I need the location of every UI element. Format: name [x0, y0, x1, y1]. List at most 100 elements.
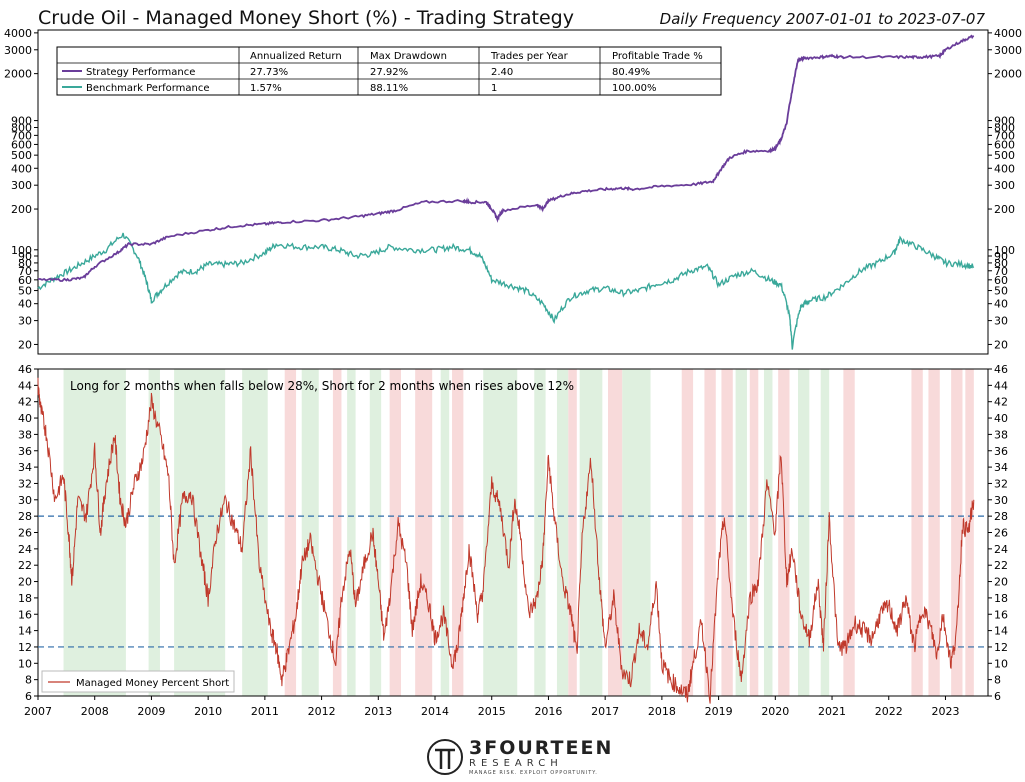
- performance-y-tick-label: 50: [994, 285, 1008, 298]
- short-y-tick-label: 18: [994, 592, 1008, 605]
- performance-y-tick-label: 800: [994, 122, 1015, 135]
- performance-y-tick-label: 80: [994, 257, 1008, 270]
- long-signal-band: [369, 369, 382, 696]
- short-y-tick-label: 40: [994, 412, 1008, 425]
- short-y-tick-label: 20: [18, 576, 32, 589]
- short-y-tick-label: 30: [18, 494, 32, 507]
- performance-y-tick-label: 800: [11, 122, 32, 135]
- short-y-tick-label: 14: [994, 625, 1008, 638]
- short-y-tick-label: 14: [18, 625, 32, 638]
- logo-tagline: MANAGE RISK. EXPLOIT OPPORTUNITY.: [469, 770, 598, 776]
- short-signal-band: [843, 369, 855, 696]
- benchmark-trades-per-year: 1: [491, 83, 497, 94]
- strategy-performance-line: [37, 34, 975, 282]
- short-y-tick-label: 34: [18, 461, 32, 474]
- short-y-tick-label: 8: [25, 674, 32, 687]
- year-tick-label: 2009: [137, 705, 165, 718]
- year-tick-label: 2023: [931, 705, 959, 718]
- short-y-tick-label: 24: [18, 543, 32, 556]
- long-signal-band: [148, 369, 160, 696]
- performance-series: [37, 34, 975, 350]
- short-y-tick-label: 38: [18, 428, 32, 441]
- year-tick-label: 2013: [364, 705, 392, 718]
- short-y-tick-label: 22: [18, 559, 32, 572]
- short-y-tick-label: 16: [994, 608, 1008, 621]
- performance-y-tick-label: 900: [11, 115, 32, 128]
- long-signal-band: [440, 369, 450, 696]
- performance-y-tick-label: 2000: [994, 68, 1022, 81]
- long-signal-band: [301, 369, 319, 696]
- short-y-tick-label: 18: [18, 592, 32, 605]
- performance-y-tick-label: 20: [994, 338, 1008, 351]
- long-signal-band: [347, 369, 356, 696]
- signal-bands: [63, 369, 974, 696]
- short-legend-box: [41, 670, 235, 693]
- year-tick-label: 2014: [421, 705, 449, 718]
- year-tick-label: 2011: [251, 705, 279, 718]
- short-signal-band: [681, 369, 694, 696]
- short-signal-band: [911, 369, 923, 696]
- performance-y-tick-label: 70: [994, 265, 1008, 278]
- performance-y-tick-label: 500: [994, 149, 1015, 162]
- performance-y-tick-label: 400: [994, 162, 1015, 175]
- year-tick-label: 2008: [81, 705, 109, 718]
- table-header-profitable: Profitable Trade %: [612, 51, 703, 62]
- short-y-tick-label: 46: [18, 363, 32, 376]
- benchmark-max-drawdown: 88.11%: [370, 83, 408, 94]
- chart-subtitle: Daily Frequency 2007-01-01 to 2023-07-07: [659, 10, 985, 28]
- short-y-tick-label: 22: [994, 559, 1008, 572]
- benchmark-annualized-return: 1.57%: [250, 83, 282, 94]
- performance-y-tick-label: 40: [994, 298, 1008, 311]
- performance-y-tick-label: 300: [994, 179, 1015, 192]
- short-y-tick-label: 24: [994, 543, 1008, 556]
- company-logo: 3FOURTEEN RESEARCH MANAGE RISK. EXPLOIT …: [425, 737, 611, 777]
- strategy-row-label: Strategy Performance: [86, 67, 195, 78]
- short-y-tick-label: 40: [18, 412, 32, 425]
- short-signal-band: [284, 369, 297, 696]
- long-signal-band: [534, 369, 546, 696]
- year-tick-label: 2020: [761, 705, 789, 718]
- long-signal-band: [820, 369, 830, 696]
- short-y-tick-label: 26: [18, 527, 32, 540]
- year-tick-label: 2018: [648, 705, 676, 718]
- year-tick-label: 2010: [194, 705, 222, 718]
- performance-y-tick-label: 700: [11, 129, 32, 142]
- long-signal-band: [556, 369, 569, 696]
- year-tick-label: 2019: [705, 705, 733, 718]
- short-signal-band: [452, 369, 464, 696]
- long-signal-band: [622, 369, 651, 696]
- performance-y-tick-label: 300: [11, 179, 32, 192]
- performance-y-tick-label: 3000: [994, 44, 1022, 57]
- strategy-profitable-trades: 80.49%: [612, 67, 650, 78]
- short-y-tick-label: 10: [994, 657, 1008, 670]
- short-y-tick-label: 28: [994, 510, 1008, 523]
- short-signal-band: [415, 369, 433, 696]
- chart-title: Crude Oil - Managed Money Short (%) - Tr…: [38, 7, 574, 29]
- short-y-tick-label: 30: [994, 494, 1008, 507]
- performance-y-tick-label: 100: [11, 244, 32, 257]
- long-signal-band: [798, 369, 810, 696]
- benchmark-performance-line: [37, 232, 975, 350]
- performance-y-tick-label: 2000: [4, 68, 32, 81]
- short-y-tick-label: 26: [994, 527, 1008, 540]
- performance-y-tick-label: 50: [18, 285, 32, 298]
- short-y-axis-left: 6 8 10 12 14 16 18 20 22 24 26 28 30 32 34 36 38 40 42 44 46: [18, 363, 38, 703]
- performance-y-tick-label: 600: [994, 138, 1015, 151]
- performance-y-tick-label: 40: [18, 298, 32, 311]
- benchmark-row-label: Benchmark Performance: [86, 83, 210, 94]
- short-y-tick-label: 8: [994, 674, 1001, 687]
- short-y-tick-label: 36: [18, 445, 32, 458]
- table-header-annualized: Annualized Return: [250, 51, 342, 62]
- long-signal-band: [242, 369, 268, 696]
- performance-y-tick-label: 700: [994, 129, 1015, 142]
- short-y-tick-label: 20: [994, 576, 1008, 589]
- performance-y-tick-label: 900: [994, 115, 1015, 128]
- year-tick-label: 2016: [534, 705, 562, 718]
- short-signal-band: [389, 369, 401, 696]
- short-y-tick-label: 32: [18, 477, 32, 490]
- performance-y-tick-label: 500: [11, 149, 32, 162]
- year-tick-label: 2022: [875, 705, 903, 718]
